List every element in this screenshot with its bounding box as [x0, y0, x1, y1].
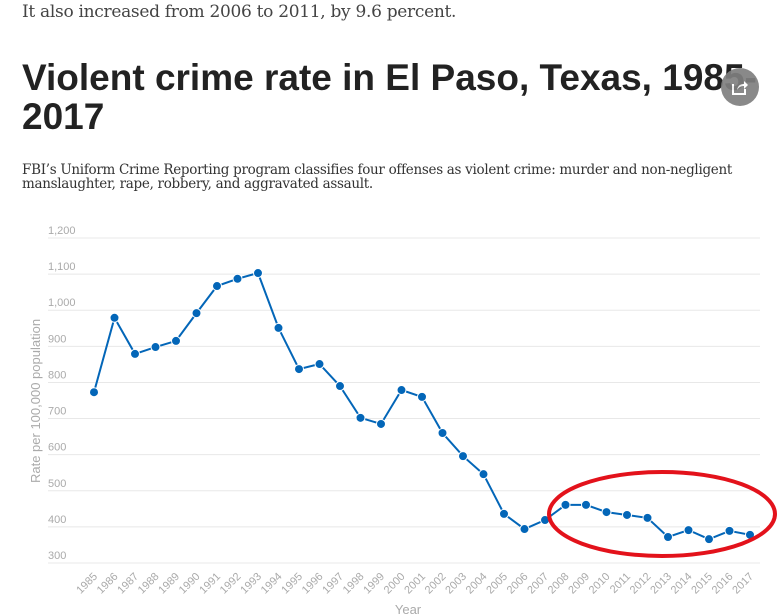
x-tick-label: 2012	[628, 571, 654, 597]
data-point-1995[interactable]	[294, 364, 304, 375]
data-point-2011[interactable]	[622, 509, 632, 520]
x-tick-label: 2010	[587, 571, 613, 597]
x-tick-label: 1995	[279, 571, 305, 597]
data-point-1992[interactable]	[232, 273, 243, 284]
x-tick-label: 1986	[95, 571, 121, 597]
data-point-1989[interactable]	[171, 335, 181, 346]
data-point-1991[interactable]	[212, 281, 222, 292]
y-tick-label: 800	[48, 369, 66, 381]
x-tick-label: 1994	[259, 571, 285, 597]
x-tick-label: 1990	[177, 571, 203, 597]
x-tick-label: 2003	[443, 571, 469, 597]
data-point-1987[interactable]	[130, 348, 140, 359]
x-tick-label: 2009	[566, 571, 592, 597]
y-tick-label: 900	[48, 333, 66, 345]
data-point-2015[interactable]	[704, 534, 714, 545]
share-button[interactable]	[721, 68, 759, 106]
gridlines	[48, 237, 760, 564]
data-point-1998[interactable]	[355, 412, 366, 423]
x-axis-ticks: 1985198619871988198919901991199219931994…	[74, 571, 756, 597]
share-icon	[732, 81, 748, 95]
y-tick-label: 400	[48, 514, 66, 526]
x-tick-label: 2000	[382, 571, 408, 597]
data-point-2016[interactable]	[724, 525, 735, 536]
data-point-2002[interactable]	[437, 428, 448, 438]
x-axis-label: Year	[395, 602, 422, 615]
y-axis-label: Rate per 100,000 population	[28, 319, 43, 483]
data-point-2010[interactable]	[601, 507, 612, 518]
data-point-1990[interactable]	[191, 308, 202, 319]
x-tick-label: 2002	[423, 571, 449, 597]
data-points	[89, 268, 755, 545]
data-point-1985[interactable]	[89, 387, 99, 398]
x-tick-label: 2015	[689, 571, 715, 597]
y-tick-label: 700	[48, 406, 66, 418]
data-point-2005[interactable]	[499, 508, 509, 519]
x-tick-label: 1993	[238, 571, 264, 597]
y-tick-label: 1,100	[48, 261, 76, 273]
y-tick-label: 600	[48, 442, 66, 454]
x-tick-label: 1988	[136, 571, 162, 597]
x-tick-label: 1999	[361, 571, 387, 597]
intro-paragraph: It also increased from 2006 to 2011, by …	[22, 2, 457, 22]
data-point-2013[interactable]	[663, 532, 673, 542]
x-tick-label: 1985	[74, 571, 100, 597]
x-tick-label: 2004	[464, 571, 490, 597]
x-tick-label: 2017	[730, 571, 756, 597]
chart-title: Violent crime rate in El Paso, Texas, 19…	[22, 57, 757, 137]
data-point-2006[interactable]	[519, 524, 530, 535]
y-axis-ticks: 1,200 1,100 1,000 900 800 700 600 500 400 300	[48, 225, 76, 562]
x-tick-label: 2014	[669, 571, 695, 597]
data-point-1999[interactable]	[376, 418, 386, 429]
x-tick-label: 2001	[402, 571, 428, 597]
data-point-1994[interactable]	[273, 322, 284, 333]
x-tick-label: 2016	[710, 571, 736, 597]
y-tick-label: 1,200	[48, 225, 76, 237]
x-tick-label: 1992	[218, 571, 244, 597]
x-tick-label: 1997	[320, 571, 346, 597]
line-chart: 1,200 1,100 1,000 900 800 700 600 500 400 300 Rat…	[28, 225, 777, 615]
data-point-1986[interactable]	[109, 312, 120, 323]
y-tick-label: 1,000	[48, 297, 76, 309]
x-tick-label: 2008	[546, 571, 572, 597]
x-tick-label: 1998	[341, 571, 367, 597]
x-tick-label: 2005	[484, 571, 510, 597]
x-tick-label: 2007	[525, 571, 551, 597]
data-point-1988[interactable]	[150, 342, 161, 353]
data-point-1996[interactable]	[314, 359, 325, 370]
data-point-2001[interactable]	[417, 391, 427, 402]
x-tick-label: 1996	[300, 571, 326, 597]
y-tick-label: 500	[48, 478, 66, 490]
data-point-2003[interactable]	[458, 451, 468, 462]
x-tick-label: 2011	[608, 571, 633, 596]
data-point-2000[interactable]	[396, 385, 407, 396]
data-point-2008[interactable]	[560, 499, 571, 510]
data-point-1997[interactable]	[335, 381, 345, 392]
data-point-2012[interactable]	[642, 512, 653, 523]
annotation-ellipse	[547, 470, 777, 558]
data-point-2014[interactable]	[683, 525, 694, 536]
chart-subtitle: FBI’s Uniform Crime Reporting program cl…	[22, 162, 733, 192]
y-tick-label: 300	[48, 550, 66, 562]
data-point-2004[interactable]	[478, 469, 489, 480]
x-tick-label: 1987	[115, 571, 141, 597]
x-tick-label: 1989	[156, 571, 182, 597]
x-tick-label: 1991	[197, 571, 223, 597]
data-point-1993[interactable]	[253, 268, 263, 279]
x-tick-label: 2006	[505, 571, 531, 597]
data-point-2009[interactable]	[581, 499, 591, 510]
x-tick-label: 2013	[648, 571, 674, 597]
